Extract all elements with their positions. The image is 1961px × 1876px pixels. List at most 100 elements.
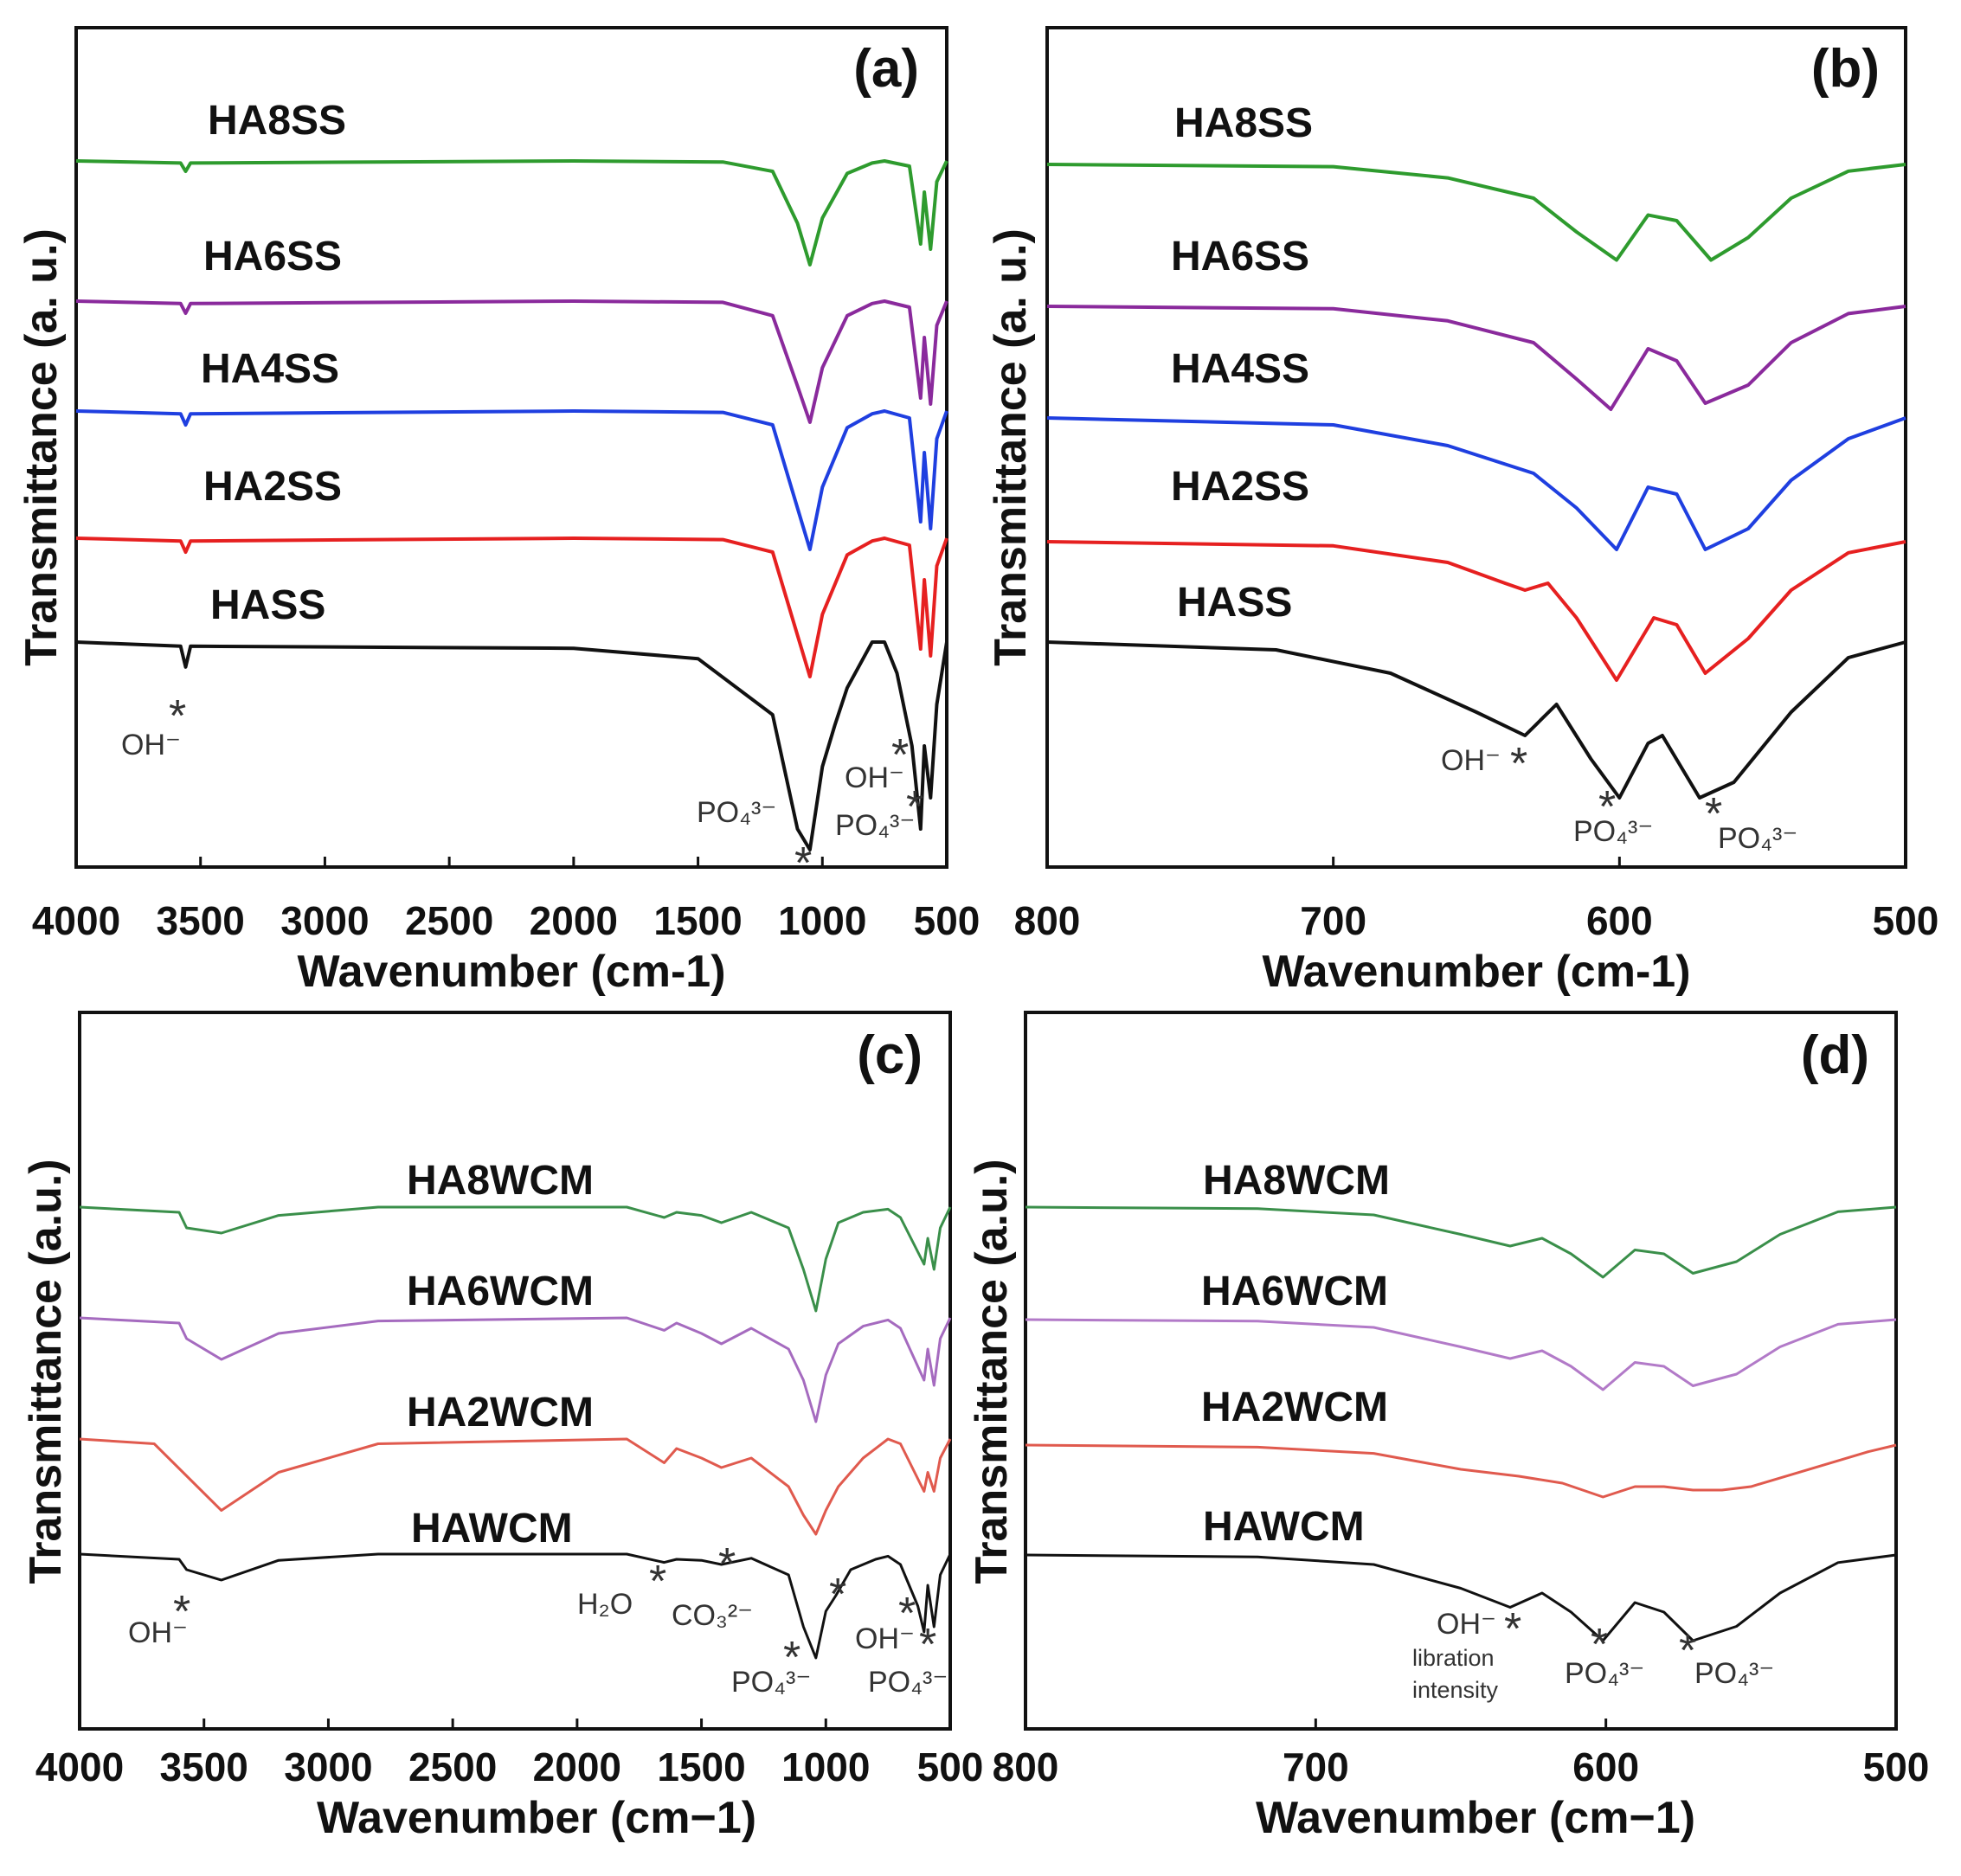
series-label-ha6ss: HA6SS: [203, 234, 342, 279]
annotation-oh: OH⁻: [128, 1616, 188, 1649]
x-tick-label: 3500: [160, 1744, 248, 1789]
panel-tag: (a): [853, 39, 919, 99]
y-axis-label: Transmittance (a.u.): [21, 1159, 71, 1584]
x-tick-label: 3000: [280, 898, 369, 943]
x-tick-label: 1500: [653, 898, 742, 943]
series-label-ha6ss: HA6SS: [1171, 234, 1309, 279]
x-ticks: 4000 3500 3000 2500 2000 1500 1000 500: [35, 1719, 984, 1789]
annotation-oh: OH⁻: [121, 729, 181, 761]
annotation-po4: PO₄³⁻: [868, 1666, 948, 1699]
annotation-po4: PO₄³⁻: [1718, 822, 1797, 855]
plot-frame: [78, 1011, 952, 1731]
series-label-ha4ss: HA4SS: [201, 346, 339, 392]
spectrum-line-ha8ss: [1046, 163, 1906, 262]
panel-tag: (b): [1811, 39, 1880, 99]
annotation-oh: OH⁻: [845, 761, 904, 794]
plot-frame: [1024, 1011, 1898, 1731]
x-tick-label: 3000: [284, 1744, 372, 1789]
series-label-ha2wcm: HA2WCM: [407, 1390, 594, 1436]
plot-frame: [1045, 26, 1907, 869]
spectrum-line-ha4ss: [75, 409, 948, 551]
peak-marker: *: [1679, 1626, 1696, 1676]
peak-marker: *: [898, 1589, 916, 1639]
spectrum-line-ha6ss: [75, 299, 948, 424]
annotation-libration: libration: [1412, 1645, 1495, 1671]
annotation-oh: OH⁻: [1441, 744, 1501, 777]
peak-marker: *: [169, 691, 186, 742]
series-label-ha8wcm: HA8WCM: [1203, 1158, 1390, 1204]
x-axis-label: Wavenumber (cm-1): [297, 947, 725, 997]
peak-marker: *: [919, 1620, 936, 1670]
annotation-oh: OH⁻: [855, 1622, 915, 1655]
x-tick-label: 2500: [405, 898, 493, 943]
spectrum-line-hass: [1046, 640, 1906, 800]
series-label-ha4ss: HA4SS: [1171, 346, 1309, 392]
x-tick-label: 700: [1300, 898, 1366, 943]
peak-marker: *: [794, 838, 812, 889]
x-ticks: 800 700 600 500: [993, 1719, 1930, 1789]
series-label-ha8wcm: HA8WCM: [407, 1158, 594, 1204]
spectrum-line-ha6ss: [1046, 305, 1906, 411]
series-label-ha8ss: HA8SS: [208, 98, 346, 144]
x-tick-label: 3500: [157, 898, 245, 943]
series-label-ha6wcm: HA6WCM: [1201, 1269, 1388, 1314]
spectrum-line-ha8ss: [75, 159, 948, 267]
spectrum-line-ha6wcm: [79, 1316, 952, 1423]
annotation-intensity: intensity: [1412, 1677, 1499, 1703]
peak-marker: *: [906, 782, 923, 832]
panel-c: (c) Wavenumber (cm−1) Transmittance (a.u…: [21, 1011, 984, 1843]
series-label-ha2ss: HA2SS: [1171, 464, 1309, 510]
series-label-hass: HASS: [1177, 580, 1292, 626]
spectra: [75, 159, 948, 851]
spectrum-line-ha6wcm: [1025, 1318, 1897, 1391]
peak-marker: *: [829, 1570, 846, 1620]
x-tick-label: 1000: [781, 1744, 870, 1789]
x-tick-label: 500: [917, 1744, 984, 1789]
x-tick-label: 4000: [32, 898, 120, 943]
spectrum-line-ha2ss: [75, 536, 948, 678]
annotation-po4: PO₄³⁻: [835, 809, 915, 842]
spectra: [79, 1205, 952, 1660]
annotation-h2o: H₂O: [577, 1588, 633, 1621]
spectrum-line-ha2wcm: [1025, 1443, 1897, 1499]
series-label-ha2ss: HA2SS: [203, 464, 342, 510]
x-axis-label: Wavenumber (cm-1): [1262, 947, 1690, 997]
series-label-hawcm: HAWCM: [1203, 1504, 1365, 1550]
y-axis-label: Transmittance (a. u.): [16, 228, 67, 666]
x-axis-label: Wavenumber (cm−1): [1256, 1793, 1695, 1843]
series-label-ha6wcm: HA6WCM: [407, 1269, 594, 1314]
panel-tag: (c): [857, 1025, 923, 1085]
x-tick-label: 1500: [657, 1744, 745, 1789]
y-axis-label: Transmittance (a. u.): [986, 228, 1036, 666]
y-axis-label: Transmittance (a.u.): [967, 1159, 1017, 1584]
peak-marker: *: [891, 730, 909, 781]
annotation-po4: PO₄³⁻: [1565, 1657, 1644, 1690]
x-tick-label: 600: [1572, 1744, 1639, 1789]
x-tick-label: 2000: [530, 898, 618, 943]
series-label-ha2wcm: HA2WCM: [1201, 1385, 1388, 1430]
x-tick-label: 4000: [35, 1744, 124, 1789]
annotation-po4: PO₄³⁻: [731, 1666, 811, 1699]
spectrum-line-hawcm: [79, 1552, 952, 1660]
spectrum-line-ha8wcm: [79, 1205, 952, 1313]
peak-marker: *: [649, 1557, 666, 1607]
spectrum-line-ha8wcm: [1025, 1205, 1897, 1279]
spectrum-line-hass: [75, 640, 948, 851]
x-ticks: 4000 3500 3000 2500 2000 1500 1000 500: [32, 857, 980, 943]
x-tick-label: 600: [1586, 898, 1653, 943]
panel-d: (d) Wavenumber (cm−1) Transmittance (a.u…: [967, 1011, 1930, 1843]
peak-marker: *: [1591, 1620, 1608, 1670]
panel-b: (b) Wavenumber (cm-1) Transmittance (a. …: [986, 26, 1938, 997]
x-tick-label: 2500: [408, 1744, 497, 1789]
series-label-hawcm: HAWCM: [411, 1506, 573, 1552]
spectra: [1025, 1205, 1897, 1642]
peak-marker: *: [173, 1587, 190, 1637]
series-label-ha8ss: HA8SS: [1174, 100, 1313, 146]
peak-marker: *: [1598, 782, 1616, 832]
x-tick-label: 800: [1014, 898, 1081, 943]
x-tick-label: 700: [1283, 1744, 1349, 1789]
peak-marker: *: [1510, 739, 1527, 789]
spectrum-line-ha4ss: [1046, 416, 1906, 551]
x-tick-label: 500: [1863, 1744, 1930, 1789]
